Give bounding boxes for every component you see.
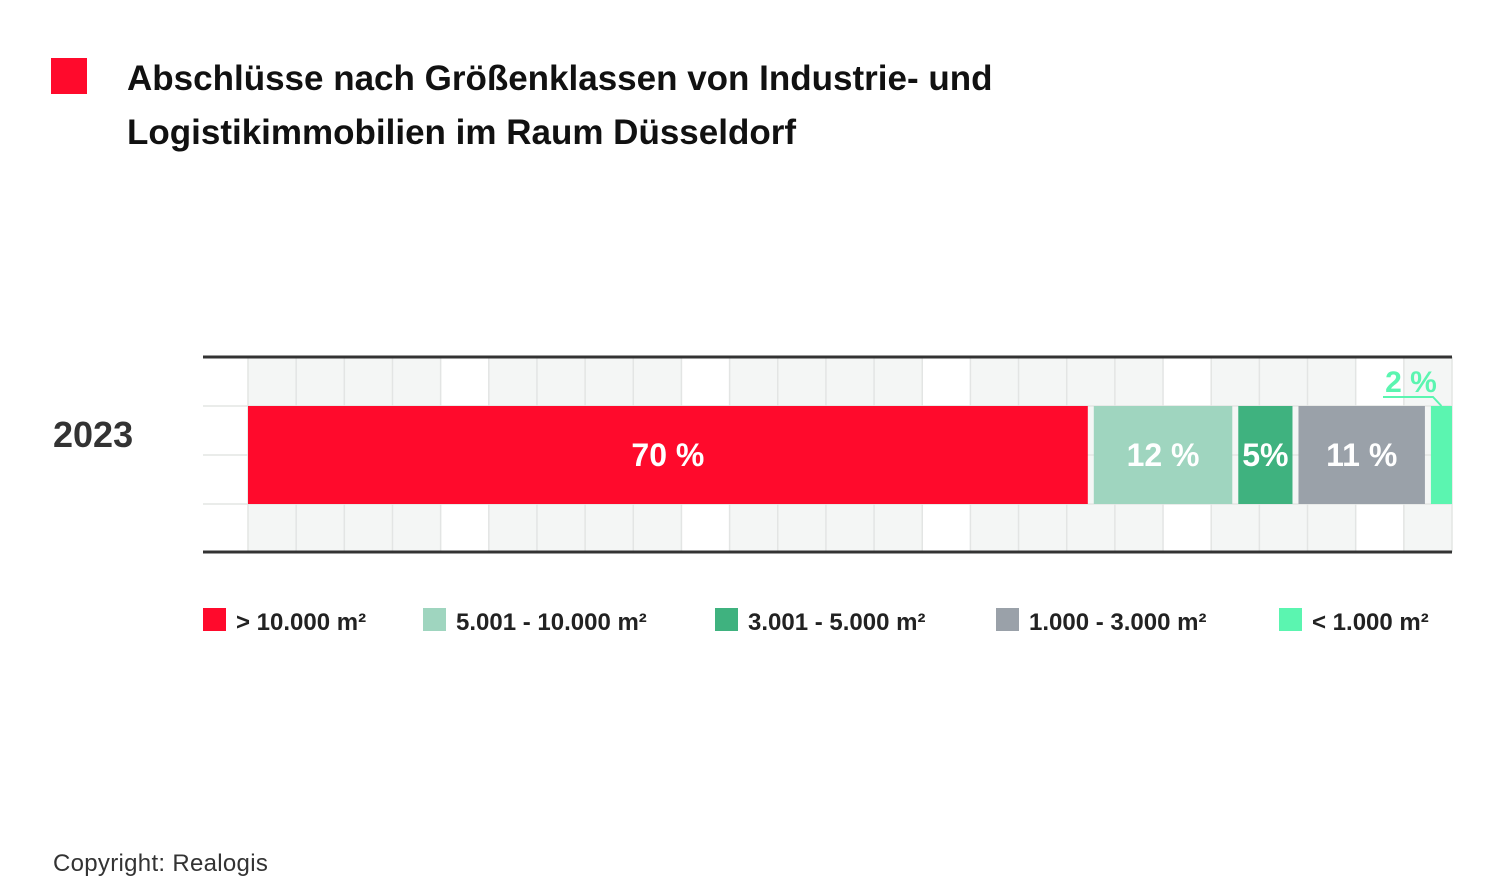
copyright-text: Copyright: Realogis [53,850,269,877]
legend-label-3: 3.001 - 5.000 m² [748,609,925,636]
legend-label-1: > 10.000 m² [236,609,366,636]
chart-title: Abschlüsse nach Größenklassen von Indust… [127,52,1327,160]
chart-title-line-2: Logistikimmobilien im Raum Düsseldorf [127,113,796,152]
bar-segment-3 [1238,406,1293,504]
legend-swatch-5 [1279,608,1302,631]
bar-segment-1 [248,406,1088,504]
data-label-3: 5% [1242,437,1288,473]
legend-swatch-1 [203,608,226,631]
legend-swatch-3 [715,608,738,631]
category-label: 2023 [53,414,133,455]
legend-swatch-4 [996,608,1019,631]
title-marker [51,58,87,94]
data-label-1: 70 % [631,437,704,473]
chart-title-line-1: Abschlüsse nach Größenklassen von Indust… [127,59,993,98]
data-label-5: 2 % [1385,366,1437,399]
data-label-4: 11 % [1326,437,1397,473]
bar-segment-2 [1093,406,1233,504]
legend-label-4: 1.000 - 3.000 m² [1029,609,1206,636]
legend-swatch-2 [423,608,446,631]
data-label-2: 12 % [1127,437,1200,473]
data-label-leader-line [1383,396,1443,407]
legend-label-5: < 1.000 m² [1312,609,1429,636]
legend-label-2: 5.001 - 10.000 m² [456,609,647,636]
bar-segment-5 [1430,406,1452,504]
bar-segment-4 [1298,406,1425,504]
